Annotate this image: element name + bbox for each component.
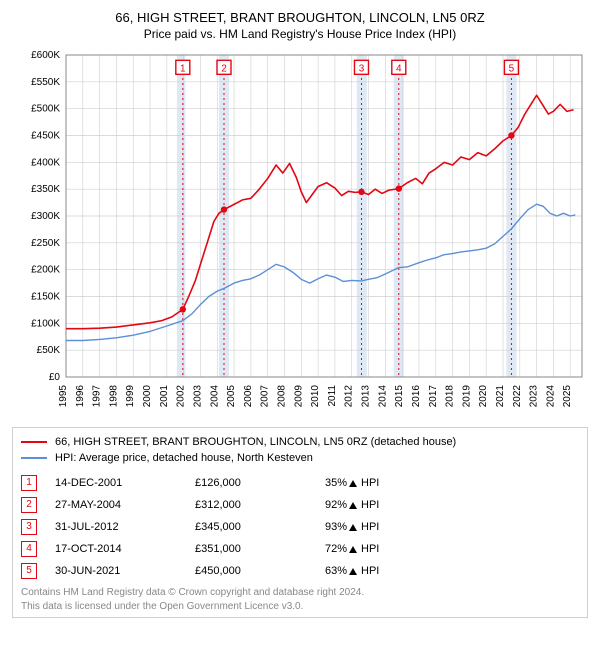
svg-text:£250K: £250K — [31, 238, 60, 249]
sale-marker: 3 — [21, 519, 37, 535]
sale-marker: 2 — [21, 497, 37, 513]
svg-text:2001: 2001 — [159, 385, 170, 408]
svg-text:1996: 1996 — [75, 385, 86, 408]
svg-text:2019: 2019 — [461, 385, 472, 408]
svg-text:£550K: £550K — [31, 77, 60, 88]
svg-text:£50K: £50K — [37, 345, 61, 356]
sale-price: £312,000 — [195, 499, 325, 511]
svg-text:2018: 2018 — [445, 385, 456, 408]
arrow-up-icon — [349, 568, 357, 575]
sale-date: 30-JUN-2021 — [55, 565, 195, 577]
legend-label: HPI: Average price, detached house, Nort… — [55, 452, 313, 464]
svg-text:2023: 2023 — [529, 385, 540, 408]
svg-text:£100K: £100K — [31, 318, 60, 329]
svg-text:£150K: £150K — [31, 292, 60, 303]
sales-list: 114-DEC-2001£126,00035%HPI227-MAY-2004£3… — [21, 472, 579, 582]
svg-text:2017: 2017 — [428, 385, 439, 408]
svg-text:1995: 1995 — [58, 385, 69, 408]
legend-item: HPI: Average price, detached house, Nort… — [21, 450, 579, 466]
svg-text:2000: 2000 — [142, 385, 153, 408]
svg-text:1998: 1998 — [108, 385, 119, 408]
svg-text:£600K: £600K — [31, 50, 60, 61]
sale-price: £450,000 — [195, 565, 325, 577]
legend-item: 66, HIGH STREET, BRANT BROUGHTON, LINCOL… — [21, 434, 579, 450]
svg-text:£350K: £350K — [31, 184, 60, 195]
svg-text:£450K: £450K — [31, 131, 60, 142]
svg-text:2020: 2020 — [478, 385, 489, 408]
arrow-up-icon — [349, 502, 357, 509]
svg-text:4: 4 — [396, 63, 402, 74]
sale-price: £351,000 — [195, 543, 325, 555]
sale-row: 2 27-MAY-2004£312,00092%HPI — [21, 494, 579, 516]
svg-text:2003: 2003 — [192, 385, 203, 408]
sale-date: 31-JUL-2012 — [55, 521, 195, 533]
sale-marker: 5 — [21, 563, 37, 579]
svg-text:2011: 2011 — [327, 385, 338, 407]
svg-text:£400K: £400K — [31, 157, 60, 168]
svg-text:2007: 2007 — [260, 385, 271, 408]
sale-marker: 1 — [21, 475, 37, 491]
svg-text:2008: 2008 — [277, 385, 288, 408]
sale-marker: 4 — [21, 541, 37, 557]
sale-row: 5 30-JUN-2021£450,00063%HPI — [21, 560, 579, 582]
svg-text:£200K: £200K — [31, 265, 60, 276]
sale-date: 27-MAY-2004 — [55, 499, 195, 511]
price-chart: £0 £50K £100K £150K £200K £250K £300K £350K £400… — [12, 47, 588, 417]
arrow-up-icon — [349, 524, 357, 531]
svg-text:2014: 2014 — [377, 385, 388, 408]
legend-and-sales-box: 66, HIGH STREET, BRANT BROUGHTON, LINCOL… — [12, 427, 588, 618]
svg-text:1999: 1999 — [125, 385, 136, 408]
sale-delta: 63%HPI — [325, 565, 435, 577]
sale-delta: 92%HPI — [325, 499, 435, 511]
svg-text:2025: 2025 — [562, 385, 573, 408]
svg-text:2010: 2010 — [310, 385, 321, 408]
svg-text:£500K: £500K — [31, 104, 60, 115]
legend-swatch — [21, 441, 47, 443]
svg-text:2004: 2004 — [209, 385, 220, 408]
svg-text:1997: 1997 — [92, 385, 103, 408]
legend-list: 66, HIGH STREET, BRANT BROUGHTON, LINCOL… — [21, 434, 579, 466]
sale-delta: 35%HPI — [325, 477, 435, 489]
sale-delta: 93%HPI — [325, 521, 435, 533]
svg-text:2022: 2022 — [512, 385, 523, 408]
svg-text:3: 3 — [359, 63, 365, 74]
page-subtitle: Price paid vs. HM Land Registry's House … — [12, 27, 588, 41]
sale-price: £126,000 — [195, 477, 325, 489]
svg-text:2015: 2015 — [394, 385, 405, 408]
svg-text:£0: £0 — [49, 372, 61, 383]
sale-date: 17-OCT-2014 — [55, 543, 195, 555]
arrow-up-icon — [349, 480, 357, 487]
svg-text:2006: 2006 — [243, 385, 254, 408]
legend-swatch — [21, 457, 47, 459]
svg-text:2016: 2016 — [411, 385, 422, 408]
sale-row: 3 31-JUL-2012£345,00093%HPI — [21, 516, 579, 538]
sale-row: 1 14-DEC-2001£126,00035%HPI — [21, 472, 579, 494]
sale-price: £345,000 — [195, 521, 325, 533]
sale-row: 4 17-OCT-2014£351,00072%HPI — [21, 538, 579, 560]
page-root: 66, HIGH STREET, BRANT BROUGHTON, LINCOL… — [0, 0, 600, 628]
sale-delta: 72%HPI — [325, 543, 435, 555]
svg-text:2021: 2021 — [495, 385, 506, 408]
attribution-line: This data is licensed under the Open Gov… — [21, 600, 579, 614]
attribution: Contains HM Land Registry data © Crown c… — [21, 586, 579, 613]
svg-text:2013: 2013 — [361, 385, 372, 408]
attribution-line: Contains HM Land Registry data © Crown c… — [21, 586, 579, 600]
page-title: 66, HIGH STREET, BRANT BROUGHTON, LINCOL… — [12, 10, 588, 25]
svg-text:5: 5 — [509, 63, 515, 74]
arrow-up-icon — [349, 546, 357, 553]
sale-date: 14-DEC-2001 — [55, 477, 195, 489]
legend-label: 66, HIGH STREET, BRANT BROUGHTON, LINCOL… — [55, 436, 456, 448]
svg-text:2024: 2024 — [545, 385, 556, 408]
svg-text:£300K: £300K — [31, 211, 60, 222]
svg-text:2009: 2009 — [293, 385, 304, 408]
svg-text:2: 2 — [221, 63, 227, 74]
svg-text:1: 1 — [180, 63, 186, 74]
svg-text:2005: 2005 — [226, 385, 237, 408]
svg-text:2002: 2002 — [176, 385, 187, 408]
svg-text:2012: 2012 — [344, 385, 355, 408]
